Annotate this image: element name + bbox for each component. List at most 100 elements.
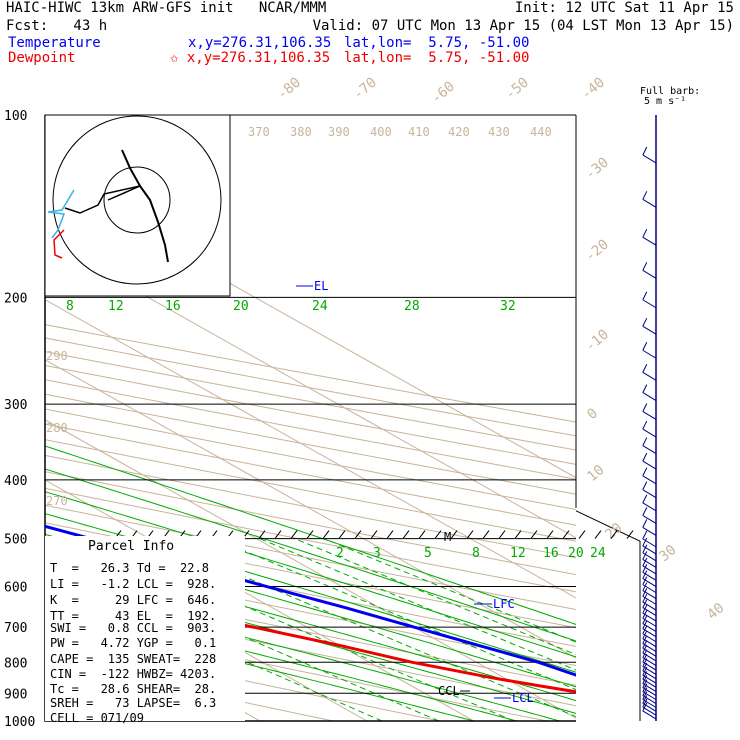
isotherm-label: 30 xyxy=(656,542,679,565)
dry-adiabat-line xyxy=(45,487,576,593)
wind-barb xyxy=(642,325,657,335)
theta-label: 280 xyxy=(46,421,68,435)
dry-adiabat-line xyxy=(45,617,548,721)
wind-barb-flag xyxy=(642,662,648,672)
dry-adiabat-line xyxy=(45,577,576,686)
mixing-ratio-label: 16 xyxy=(543,546,559,561)
wind-barb-flag xyxy=(642,544,648,553)
parcel-row-sreh: SREH = 73 LAPSE= 6.3 xyxy=(50,696,217,710)
parcel-row-k: K = 29 LFC = 646. xyxy=(50,593,217,607)
wind-barb-flag xyxy=(642,649,648,658)
level-tick xyxy=(370,530,378,539)
wind-barb-flag xyxy=(642,507,648,516)
wind-barb-flag xyxy=(642,437,648,446)
wind-barb xyxy=(642,198,657,208)
isotherm-label: -10 xyxy=(582,327,612,356)
mixing-ratio-line xyxy=(324,538,576,643)
wind-barb xyxy=(642,411,657,420)
wind-barb-flag xyxy=(642,519,648,528)
model-title: HAIC-HIWC 13km ARW-GFS init NCAR/MMM xyxy=(6,0,327,16)
wind-barb xyxy=(642,299,657,309)
theta-label: 420 xyxy=(448,125,470,139)
mixing-ratio-line xyxy=(154,538,576,718)
wind-barb xyxy=(642,552,657,562)
theta-label: 290 xyxy=(46,349,68,363)
isotherm-label: 10 xyxy=(584,462,607,485)
isotherm-label: -70 xyxy=(350,75,380,104)
wind-barb-flag xyxy=(642,191,648,200)
wind-barb xyxy=(642,236,657,246)
wind-barb-flag xyxy=(642,537,648,547)
moist-adiabat-label: 32 xyxy=(500,299,516,314)
wind-barb-flag xyxy=(642,342,648,351)
wind-barb-flag xyxy=(642,620,648,629)
wind-barb xyxy=(642,657,657,666)
wind-barb xyxy=(642,349,657,359)
isotherm-line xyxy=(45,299,576,599)
wind-barb-flag xyxy=(642,403,648,412)
pressure-tick-label: 800 xyxy=(4,656,27,671)
wind-barb-flag xyxy=(642,640,648,649)
wind-barb-flag xyxy=(642,658,648,667)
isotherm-label: -20 xyxy=(582,237,612,266)
level-tick xyxy=(610,530,618,539)
parcel-row-pw: PW = 4.72 YGP = 0.1 xyxy=(50,636,217,650)
dry-adiabat-line xyxy=(45,337,576,437)
parcel-row-cape: CAPE = 135 SWEAT= 228 xyxy=(50,652,217,666)
dry-adiabat-line xyxy=(45,522,576,629)
moist-adiabat-label: 24 xyxy=(312,299,328,314)
wind-barb xyxy=(642,460,657,470)
wind-barb xyxy=(642,526,657,536)
parcel-info-title: Parcel Info xyxy=(88,539,175,554)
isotherm-label: -40 xyxy=(578,75,608,104)
moist-adiabat-label: 12 xyxy=(108,299,124,314)
wind-barb xyxy=(642,691,657,701)
wind-barb xyxy=(642,392,657,402)
mixing-ratio-line xyxy=(294,538,576,656)
dewpoint-latlon: lat,lon= 5.75, -51.00 xyxy=(344,50,530,66)
isotherm-label: 40 xyxy=(704,600,727,623)
hodograph-trace-low xyxy=(64,185,141,214)
wind-barb-flag xyxy=(642,384,648,393)
theta-label: 430 xyxy=(488,125,510,139)
level-tick xyxy=(530,530,538,539)
isotherm-line xyxy=(45,359,576,659)
mixing-ratio-line xyxy=(259,538,576,671)
level-tick xyxy=(306,530,314,539)
wind-barb xyxy=(642,538,657,548)
wind-barb-flag xyxy=(642,291,648,300)
wind-barb-flag xyxy=(642,666,648,676)
theta-label: 400 xyxy=(370,125,392,139)
level-tick xyxy=(354,530,362,539)
wind-barb-flag xyxy=(642,599,648,608)
wind-barb xyxy=(642,428,657,438)
level-tick xyxy=(466,530,474,539)
wind-barb-flag xyxy=(642,671,648,680)
forecast-hour: Fcst: 43 h xyxy=(6,18,108,34)
wind-barb xyxy=(642,445,657,455)
wind-barb xyxy=(642,687,657,697)
isotherm-label: -30 xyxy=(582,155,612,184)
wind-barb-flag xyxy=(642,452,648,462)
level-tick xyxy=(338,530,346,539)
level-tick xyxy=(626,530,634,539)
moist-adiabat-label: 16 xyxy=(165,299,181,314)
wind-barb xyxy=(642,702,657,712)
level-tick xyxy=(274,530,282,539)
wind-barb-flag xyxy=(642,588,648,597)
level-tick xyxy=(450,530,458,539)
isotherm-label: 20 xyxy=(602,520,625,543)
wind-barb-flag xyxy=(642,557,648,567)
wind-barb-flag xyxy=(642,494,648,504)
wind-barb-flag xyxy=(642,610,648,619)
hodograph-ring-inner xyxy=(103,166,171,234)
theta-label: 440 xyxy=(530,125,552,139)
theta-label: 380 xyxy=(290,125,312,139)
wind-barb-flag xyxy=(642,364,648,373)
wind-barb-flag xyxy=(642,228,648,238)
wind-barb-flag xyxy=(642,317,648,327)
wind-barb-flag xyxy=(642,582,648,591)
dry-adiabat-line xyxy=(45,504,576,611)
level-tick xyxy=(514,530,522,539)
init-time: Init: 12 UTC Sat 11 Apr 15 xyxy=(514,0,734,16)
